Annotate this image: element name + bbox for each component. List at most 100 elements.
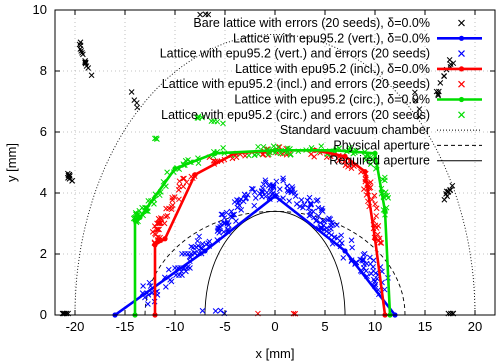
error-cross — [165, 266, 172, 273]
error-cross — [259, 193, 265, 200]
error-cross — [134, 104, 141, 111]
error-cross — [318, 143, 325, 149]
error-cross — [338, 240, 345, 246]
error-cross — [323, 225, 330, 231]
series-point — [382, 208, 388, 214]
legend-label: Lattice with epu95.2 (vert.), δ=0.0% — [233, 31, 430, 45]
error-cross — [372, 201, 378, 207]
legend-label: Lattice with epu95.2 (circ.) and errors … — [161, 108, 430, 122]
x-tick-label: 5 — [321, 319, 328, 334]
error-cross — [193, 244, 200, 251]
error-cross — [85, 65, 92, 71]
legend-label: Required aperture — [329, 154, 430, 168]
error-cross — [367, 254, 373, 261]
error-cross — [234, 204, 241, 211]
series-point — [162, 236, 168, 242]
x-axis-label: x [mm] — [256, 346, 295, 361]
error-cross — [412, 97, 419, 104]
legend-marker-cross — [458, 19, 465, 27]
error-cross — [251, 202, 258, 209]
error-cross — [77, 46, 84, 52]
error-cross — [195, 115, 202, 121]
error-cross — [338, 232, 345, 239]
error-cross — [163, 205, 169, 212]
error-cross — [218, 211, 225, 218]
legend-label: Lattice with epu95.2 (circ.), δ=0.0% — [234, 93, 430, 107]
legend-marker-cross — [458, 80, 465, 88]
error-cross — [319, 208, 326, 215]
error-cross — [162, 213, 169, 220]
error-cross — [164, 213, 171, 219]
tick-labels: -20 -15 -10 -5 0 5 10 15 20 0 2 4 6 8 10 — [33, 2, 495, 334]
x-tick-label: 20 — [468, 319, 482, 334]
error-cross — [378, 240, 385, 246]
legend: Bare lattice with errors (20 seeds), δ=0… — [160, 16, 482, 168]
series-point — [372, 150, 378, 156]
error-cross — [336, 157, 342, 164]
legend-label: Physical aperture — [333, 138, 430, 152]
error-cross — [280, 175, 286, 182]
error-cross — [416, 106, 423, 112]
x-tick-label: -5 — [219, 319, 231, 334]
legend-marker-point — [458, 35, 465, 41]
error-cross — [304, 197, 311, 204]
series-point — [272, 193, 278, 199]
error-cross — [382, 189, 389, 195]
error-cross — [315, 204, 322, 211]
error-cross — [65, 172, 72, 179]
error-cross — [133, 100, 140, 106]
error-cross — [255, 143, 261, 150]
error-cross — [238, 196, 244, 203]
error-cross — [277, 150, 284, 157]
series-point — [342, 248, 348, 254]
series-point — [152, 242, 158, 248]
error-cross — [305, 205, 312, 211]
error-cross — [133, 211, 139, 218]
error-cross — [244, 192, 251, 198]
error-cross — [212, 308, 219, 314]
error-cross — [349, 244, 355, 251]
error-cross — [361, 186, 367, 193]
error-cross — [219, 211, 226, 218]
error-cross — [128, 89, 135, 95]
x-tick-label: -15 — [116, 319, 135, 334]
series-point — [202, 248, 208, 254]
error-cross — [363, 268, 369, 274]
error-cross — [168, 203, 175, 210]
error-cross — [251, 189, 258, 196]
error-cross — [373, 213, 380, 219]
legend-label: Lattice with epu95.2 (incl.), δ=0.0% — [235, 62, 430, 76]
error-cross — [220, 145, 226, 151]
error-cross — [370, 264, 376, 270]
error-cross — [231, 199, 238, 205]
error-cross — [289, 186, 296, 192]
error-cross — [435, 92, 442, 99]
error-cross — [196, 233, 203, 240]
error-cross — [215, 227, 222, 233]
error-cross — [153, 226, 160, 233]
error-cross — [357, 256, 364, 263]
error-cross — [270, 183, 277, 189]
series-point — [372, 236, 378, 242]
error-cross — [179, 250, 185, 257]
y-tick-label: 2 — [40, 246, 47, 261]
error-cross — [260, 143, 267, 150]
error-cross — [377, 239, 383, 246]
legend-label: Bare lattice with errors (20 seeds), δ=0… — [193, 16, 430, 30]
error-cross — [371, 278, 378, 285]
error-cross — [246, 152, 252, 159]
legend-label: Standard vacuum chamber — [280, 123, 430, 137]
error-cross — [152, 231, 159, 238]
error-cross — [445, 188, 452, 195]
y-tick-label: 6 — [40, 124, 47, 139]
legend-marker-cross — [458, 111, 465, 119]
x-tick-label: -20 — [66, 319, 85, 334]
error-cross — [298, 197, 305, 203]
error-cross — [203, 241, 210, 248]
error-cross — [180, 183, 187, 190]
error-cross — [175, 187, 182, 193]
error-cross — [79, 49, 85, 56]
error-cross — [199, 307, 206, 314]
error-cross — [164, 169, 170, 176]
error-cross — [146, 279, 153, 286]
